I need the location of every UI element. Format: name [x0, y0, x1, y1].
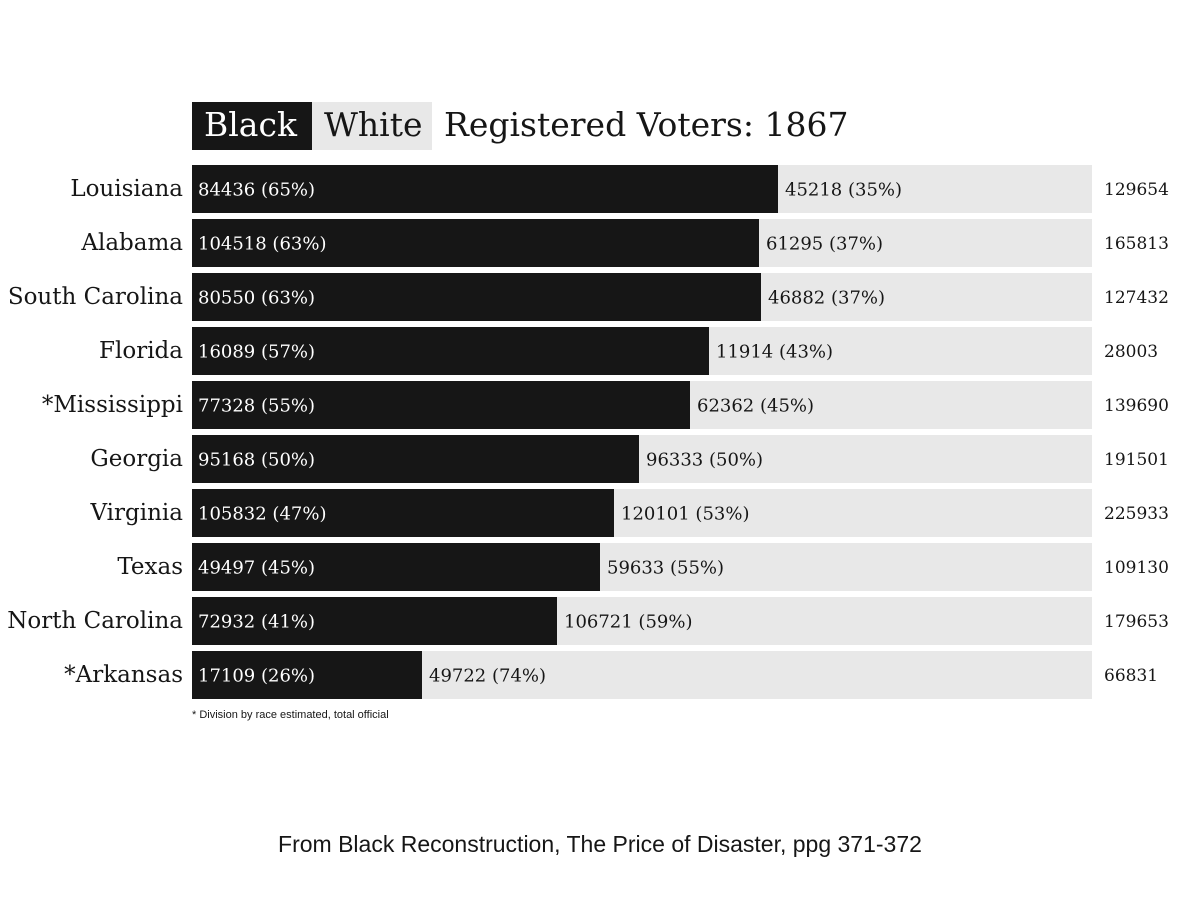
total-label: 28003 — [1104, 342, 1158, 362]
category-label: Florida — [99, 338, 183, 364]
white-value-label: 49722 (74%) — [429, 666, 546, 687]
total-label: 66831 — [1104, 666, 1158, 686]
black-value-label: 49497 (45%) — [198, 558, 315, 579]
black-bar — [192, 489, 614, 537]
category-label: Alabama — [80, 230, 183, 256]
total-label: 129654 — [1104, 180, 1169, 200]
black-bar — [192, 435, 639, 483]
legend-black: Black — [192, 102, 312, 150]
black-value-label: 16089 (57%) — [198, 342, 315, 363]
black-value-label: 84436 (65%) — [198, 180, 315, 201]
white-value-label: 106721 (59%) — [564, 612, 693, 633]
black-bar — [192, 165, 778, 213]
total-label: 179653 — [1104, 612, 1169, 632]
category-label: North Carolina — [7, 608, 183, 634]
black-value-label: 104518 (63%) — [198, 234, 327, 255]
source-citation: From Black Reconstruction, The Price of … — [278, 831, 922, 857]
black-value-label: 80550 (63%) — [198, 288, 315, 309]
category-label: Louisiana — [70, 176, 183, 202]
total-label: 127432 — [1104, 288, 1169, 308]
category-label: Texas — [117, 554, 183, 580]
total-label: 139690 — [1104, 396, 1169, 416]
black-bar — [192, 273, 761, 321]
black-value-label: 77328 (55%) — [198, 396, 315, 417]
white-value-label: 45218 (35%) — [785, 180, 902, 201]
footnote: * Division by race estimated, total offi… — [192, 709, 389, 721]
white-value-label: 11914 (43%) — [716, 342, 833, 363]
black-bar — [192, 543, 600, 591]
black-value-label: 17109 (26%) — [198, 666, 315, 687]
chart-title: Registered Voters: 1867 — [444, 105, 849, 144]
black-bar — [192, 327, 709, 375]
white-value-label: 46882 (37%) — [768, 288, 885, 309]
white-value-label: 96333 (50%) — [646, 450, 763, 471]
black-bar — [192, 651, 422, 699]
total-label: 191501 — [1104, 450, 1169, 470]
black-bar — [192, 381, 690, 429]
black-value-label: 72932 (41%) — [198, 612, 315, 633]
category-label: South Carolina — [8, 284, 183, 310]
category-label: *Mississippi — [42, 392, 183, 418]
black-bar — [192, 597, 557, 645]
total-label: 165813 — [1104, 234, 1169, 254]
stacked-bar-chart: Louisiana 84436 (65%) 45218 (35%) 129654 Ala… — [7, 165, 1169, 699]
legend-white: White — [312, 102, 432, 150]
white-value-label: 59633 (55%) — [607, 558, 724, 579]
category-label: Virginia — [89, 500, 183, 526]
white-value-label: 120101 (53%) — [621, 504, 750, 525]
total-label: 225933 — [1104, 504, 1169, 524]
category-label: Georgia — [90, 446, 183, 472]
category-label: *Arkansas — [64, 662, 183, 688]
black-value-label: 105832 (47%) — [198, 504, 327, 525]
white-value-label: 62362 (45%) — [697, 396, 814, 417]
black-value-label: 95168 (50%) — [198, 450, 315, 471]
black-bar — [192, 219, 759, 267]
total-label: 109130 — [1104, 558, 1169, 578]
white-value-label: 61295 (37%) — [766, 234, 883, 255]
